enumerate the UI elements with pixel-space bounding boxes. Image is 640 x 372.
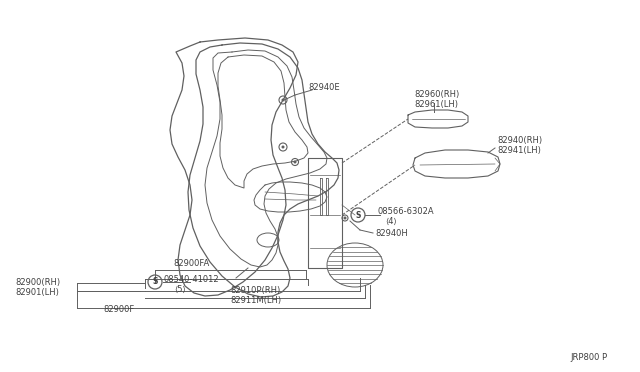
Circle shape <box>148 275 162 289</box>
Circle shape <box>342 215 348 221</box>
Text: 82901(LH): 82901(LH) <box>15 289 59 298</box>
Text: 82940E: 82940E <box>308 83 340 92</box>
Text: 82900F: 82900F <box>103 305 134 314</box>
Text: ⟨5⟩: ⟨5⟩ <box>174 285 186 294</box>
Text: 82911M(LH): 82911M(LH) <box>230 295 281 305</box>
Circle shape <box>279 143 287 151</box>
Text: 82900(RH): 82900(RH) <box>15 279 60 288</box>
Text: S: S <box>152 278 157 286</box>
Text: 82941(LH): 82941(LH) <box>497 145 541 154</box>
Circle shape <box>291 158 298 166</box>
Text: 82940H: 82940H <box>375 228 408 237</box>
Text: S: S <box>355 211 361 219</box>
Circle shape <box>294 160 296 164</box>
Circle shape <box>344 217 346 219</box>
Circle shape <box>351 208 365 222</box>
Text: 82900FA: 82900FA <box>173 260 209 269</box>
Text: 08540-41012: 08540-41012 <box>163 275 219 283</box>
Text: 08566-6302A: 08566-6302A <box>378 206 435 215</box>
Text: JRP800 P: JRP800 P <box>570 353 607 362</box>
Text: 82961(LH): 82961(LH) <box>414 100 458 109</box>
Text: ⟨4⟩: ⟨4⟩ <box>385 217 397 225</box>
Circle shape <box>282 145 285 148</box>
Text: 82940(RH): 82940(RH) <box>497 135 542 144</box>
Text: 82960(RH): 82960(RH) <box>414 90 460 99</box>
Circle shape <box>282 99 285 102</box>
Circle shape <box>279 96 287 104</box>
Text: 82910P(RH): 82910P(RH) <box>230 286 280 295</box>
